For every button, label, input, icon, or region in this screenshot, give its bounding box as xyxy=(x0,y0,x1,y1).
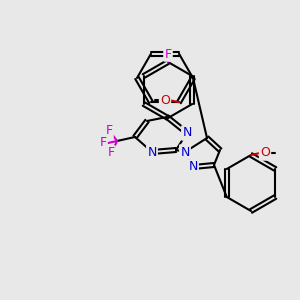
Text: N: N xyxy=(188,160,198,173)
Text: O: O xyxy=(160,94,170,107)
Text: N: N xyxy=(147,146,157,158)
Text: N: N xyxy=(182,127,192,140)
Text: F: F xyxy=(164,47,172,61)
Text: F: F xyxy=(105,124,112,137)
Text: O: O xyxy=(260,146,270,160)
Text: N: N xyxy=(180,146,190,158)
Text: F: F xyxy=(107,146,115,160)
Text: F: F xyxy=(99,136,106,149)
